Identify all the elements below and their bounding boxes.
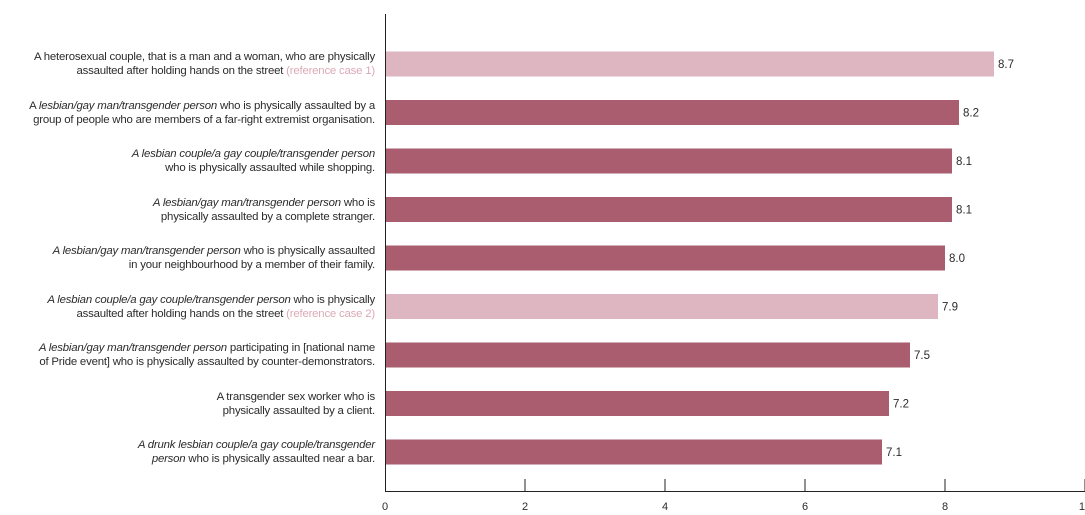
category-label-text: physically assaulted by a client. xyxy=(222,404,376,417)
category-label: A lesbian/gay man/transgender person who… xyxy=(5,99,375,127)
category-label-line: assaulted after holding hands on the str… xyxy=(5,64,375,78)
bar xyxy=(385,294,938,319)
category-label-text: A lesbian/gay man/transgender person xyxy=(38,342,227,354)
bar xyxy=(385,197,952,222)
x-tick-label: 0 xyxy=(382,501,388,513)
category-label: A heterosexual couple, that is a man and… xyxy=(5,50,375,78)
bar-value-label: 7.5 xyxy=(914,350,930,362)
category-label-text: lesbian/gay man/transgender person xyxy=(38,99,217,112)
category-label-text: in your neighbourhood by a member of the… xyxy=(128,259,375,271)
category-label-text: (reference case 1) xyxy=(286,65,375,77)
category-label-line: of Pride event] who is physically assaul… xyxy=(5,355,375,369)
category-label-text: A lesbian couple/a gay couple/transgende… xyxy=(47,293,291,306)
bar-value-label: 8.1 xyxy=(956,156,972,168)
category-label-text: who is physically assaulted near a bar. xyxy=(185,453,375,465)
category-label-line: A drunk lesbian couple/a gay couple/tran… xyxy=(5,438,375,452)
category-label-text: who is xyxy=(340,196,375,209)
bar-value-label: 8.1 xyxy=(956,205,972,217)
category-label-line: A lesbian/gay man/transgender person who… xyxy=(5,244,376,258)
category-label-text: A lesbian couple/a gay couple/transgende… xyxy=(131,148,375,160)
category-label-text: of Pride event] who is physically assaul… xyxy=(39,356,375,368)
bar-value-label: 7.9 xyxy=(942,302,958,314)
category-label-line: A transgender sex worker who is xyxy=(5,390,376,404)
x-tick-label: 10 xyxy=(1079,501,1085,513)
category-label-line: who is physically assaulted while shoppi… xyxy=(5,161,375,175)
bar-value-label: 7.1 xyxy=(886,447,902,459)
category-label-text: group of people who are members of a far… xyxy=(33,113,375,126)
category-label-text: who is physically xyxy=(290,293,376,306)
category-label-text: A lesbian/gay man/transgender person xyxy=(52,245,241,257)
bar-value-label: 8.7 xyxy=(998,59,1014,71)
category-label-text: assaulted after holding hands on the str… xyxy=(76,307,287,320)
category-label: A lesbian couple/a gay couple/transgende… xyxy=(5,293,375,321)
category-label-text: assaulted after holding hands on the str… xyxy=(76,65,287,77)
category-label-line: A lesbian couple/a gay couple/transgende… xyxy=(5,147,375,161)
bar-value-label: 8.2 xyxy=(963,108,979,120)
category-label-text: who is physically assaulted by a xyxy=(216,99,375,112)
category-label-text: A xyxy=(29,99,39,112)
category-label: A transgender sex worker who is physicall… xyxy=(5,390,376,418)
category-label-line: A lesbian/gay man/transgender person par… xyxy=(5,341,375,355)
bar xyxy=(385,391,889,416)
category-label-line: assaulted after holding hands on the str… xyxy=(5,307,375,321)
category-label-text: person xyxy=(151,453,186,465)
bar-value-label: 8.0 xyxy=(949,253,965,265)
category-label-text: A lesbian/gay man/transgender person xyxy=(152,196,341,209)
category-label: A lesbian/gay man/transgender person who… xyxy=(5,244,376,272)
x-tick-label: 8 xyxy=(942,501,948,513)
x-tick-label: 6 xyxy=(802,501,808,513)
category-label-text: participating in [national name xyxy=(226,342,375,354)
category-label: A lesbian/gay man/transgender person who… xyxy=(5,196,375,224)
category-label-text: who is physically assaulted xyxy=(240,245,376,257)
category-label-line: physically assaulted by a complete stran… xyxy=(5,210,375,224)
category-label-line: A lesbian couple/a gay couple/transgende… xyxy=(5,293,375,307)
category-label-text: A drunk lesbian couple/a gay couple/tran… xyxy=(137,439,375,451)
bar xyxy=(385,148,952,174)
category-label-text: who is physically assaulted while shoppi… xyxy=(165,162,375,174)
category-label-line: physically assaulted by a client. xyxy=(5,404,376,418)
category-label-line: A heterosexual couple, that is a man and… xyxy=(5,50,375,64)
category-label-text: (reference case 2) xyxy=(286,307,375,320)
category-label-text: physically assaulted by a complete stran… xyxy=(160,210,375,223)
x-tick-label: 2 xyxy=(522,501,528,513)
category-label-line: A lesbian/gay man/transgender person who… xyxy=(5,99,375,113)
category-label: A drunk lesbian couple/a gay couple/tran… xyxy=(5,438,375,466)
category-label: A lesbian/gay man/transgender person par… xyxy=(5,341,375,369)
category-label-line: person who is physically assaulted near … xyxy=(5,452,375,466)
bar xyxy=(385,439,882,465)
category-label-line: in your neighbourhood by a member of the… xyxy=(5,258,375,272)
bar-value-label: 7.2 xyxy=(893,399,909,411)
bar xyxy=(385,51,994,77)
category-label-text: A transgender sex worker who is xyxy=(216,390,376,403)
category-label: A lesbian couple/a gay couple/transgende… xyxy=(5,147,375,175)
category-label-text: A heterosexual couple, that is a man and… xyxy=(34,51,375,63)
bar xyxy=(385,342,910,368)
category-label-line: A lesbian/gay man/transgender person who… xyxy=(5,196,375,210)
bar xyxy=(385,245,945,271)
x-tick-label: 4 xyxy=(662,501,668,513)
category-label-line: group of people who are members of a far… xyxy=(5,113,375,127)
bar xyxy=(385,100,959,125)
